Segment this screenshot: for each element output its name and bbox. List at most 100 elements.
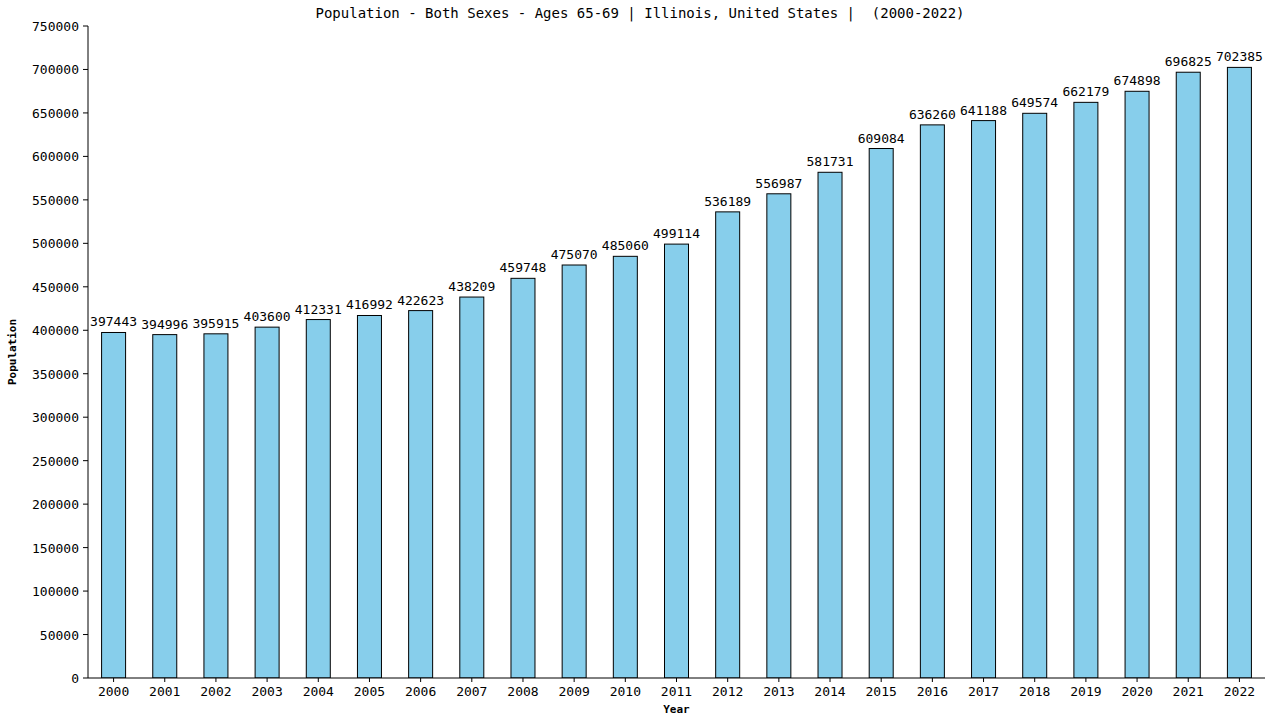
- x-tick-label: 2012: [712, 684, 743, 699]
- bar: [562, 265, 586, 678]
- bar: [102, 332, 126, 678]
- x-tick-label: 2009: [558, 684, 589, 699]
- y-tick-label: 250000: [32, 454, 79, 469]
- x-tick: [1137, 678, 1138, 682]
- x-tick: [369, 678, 370, 682]
- x-tick: [676, 678, 677, 682]
- y-tick-label: 650000: [32, 106, 79, 121]
- x-tick-label: 2010: [610, 684, 641, 699]
- data-label: 394996: [141, 317, 188, 332]
- x-tick: [1085, 678, 1086, 682]
- data-label: 499114: [653, 226, 700, 241]
- bar: [1074, 102, 1098, 678]
- bar: [613, 256, 637, 678]
- data-label: 636260: [909, 107, 956, 122]
- x-tick-label: 2006: [405, 684, 436, 699]
- x-tick-label: 2011: [661, 684, 692, 699]
- data-label: 485060: [602, 238, 649, 253]
- x-tick-label: 2004: [303, 684, 334, 699]
- x-tick: [267, 678, 268, 682]
- x-tick-label: 2014: [814, 684, 845, 699]
- y-tick-label: 400000: [32, 323, 79, 338]
- x-tick: [164, 678, 165, 682]
- y-tick: [83, 547, 88, 548]
- x-tick-label: 2001: [149, 684, 180, 699]
- data-label: 412331: [295, 302, 342, 317]
- bar: [409, 311, 433, 678]
- title: Population - Both Sexes - Ages 65-69 | I…: [315, 5, 964, 22]
- y-tick-label: 50000: [40, 628, 79, 643]
- x-tick: [522, 678, 523, 682]
- bar: [920, 125, 944, 678]
- x-tick: [625, 678, 626, 682]
- x-tick-label: 2013: [763, 684, 794, 699]
- y-tick-label: 750000: [32, 19, 79, 34]
- y-axis: [88, 26, 89, 678]
- data-label: 649574: [1011, 95, 1058, 110]
- y-tick: [83, 678, 88, 679]
- y-tick: [83, 286, 88, 287]
- data-label: 536189: [704, 194, 751, 209]
- x-tick: [881, 678, 882, 682]
- x-tick: [574, 678, 575, 682]
- y-tick: [83, 112, 88, 113]
- x-tick-label: 2002: [200, 684, 231, 699]
- y-tick-label: 0: [71, 671, 79, 686]
- x-tick: [983, 678, 984, 682]
- data-label: 556987: [755, 176, 802, 191]
- bar: [204, 334, 228, 678]
- x-tick: [1188, 678, 1189, 682]
- bar: [1227, 67, 1251, 678]
- data-label: 475070: [551, 247, 598, 262]
- x-tick: [113, 678, 114, 682]
- x-tick-label: 2015: [866, 684, 897, 699]
- x-tick-label: 2022: [1224, 684, 1255, 699]
- data-label: 696825: [1165, 54, 1212, 69]
- data-label: 581731: [807, 154, 854, 169]
- x-tick-label: 2020: [1121, 684, 1152, 699]
- x-tick-label: 2005: [354, 684, 385, 699]
- y-tick-label: 300000: [32, 410, 79, 425]
- y-tick-label: 600000: [32, 149, 79, 164]
- y-tick-label: 500000: [32, 236, 79, 251]
- data-label: 459748: [499, 260, 546, 275]
- bar: [153, 335, 177, 678]
- data-label: 609084: [858, 131, 905, 146]
- data-label: 416992: [346, 297, 393, 312]
- y-tick: [83, 330, 88, 331]
- x-tick-label: 2017: [968, 684, 999, 699]
- y-tick-label: 350000: [32, 367, 79, 382]
- x-tick: [1239, 678, 1240, 682]
- x-tick: [1034, 678, 1035, 682]
- bar: [1176, 72, 1200, 678]
- y-tick: [83, 504, 88, 505]
- y-tick-label: 200000: [32, 497, 79, 512]
- y-tick: [83, 156, 88, 157]
- y-tick: [83, 373, 88, 374]
- data-label: 395915: [192, 316, 239, 331]
- x-tick: [932, 678, 933, 682]
- y-axis-label: Population: [6, 319, 19, 385]
- x-tick-label: 2007: [456, 684, 487, 699]
- x-tick-label: 2016: [917, 684, 948, 699]
- bar: [767, 194, 791, 678]
- x-tick: [778, 678, 779, 682]
- x-tick: [318, 678, 319, 682]
- bar: [511, 278, 535, 678]
- bar: [818, 172, 842, 678]
- x-tick: [471, 678, 472, 682]
- bar: [1023, 113, 1047, 678]
- bar: [357, 315, 381, 678]
- y-tick-label: 450000: [32, 280, 79, 295]
- y-tick-label: 550000: [32, 193, 79, 208]
- y-tick: [83, 417, 88, 418]
- bar: [306, 320, 330, 678]
- x-tick-label: 2003: [251, 684, 282, 699]
- y-tick: [83, 69, 88, 70]
- y-tick: [83, 26, 88, 27]
- data-label: 403600: [244, 309, 291, 324]
- data-label: 641188: [960, 103, 1007, 118]
- x-tick-label: 2019: [1070, 684, 1101, 699]
- x-tick-label: 2018: [1019, 684, 1050, 699]
- bar: [972, 121, 996, 678]
